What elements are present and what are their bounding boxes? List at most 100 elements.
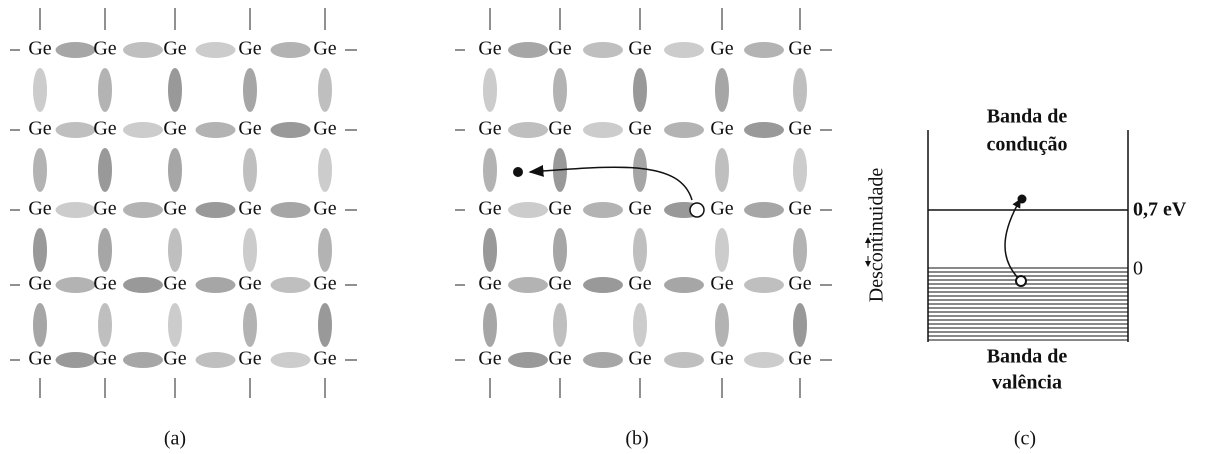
bond-pair <box>243 68 257 112</box>
atom-label: Ge <box>548 198 571 220</box>
bond-pair <box>55 42 96 58</box>
bond-pair <box>508 352 548 368</box>
atom-label: Ge <box>478 118 501 140</box>
atom-label: Ge <box>628 198 651 220</box>
atom-label: Ge <box>548 38 571 60</box>
bond-pair <box>123 277 163 293</box>
bond-pair <box>744 277 784 293</box>
bond-pair <box>583 202 623 218</box>
bond-pair <box>243 303 257 347</box>
bond-pair <box>195 352 236 368</box>
bond-pair <box>483 148 497 192</box>
atom-label: Ge <box>788 273 811 295</box>
bond-pair <box>715 303 729 347</box>
atom-label: Ge <box>478 198 501 220</box>
bond-pair <box>793 148 807 192</box>
bond-pair <box>483 303 497 347</box>
atom-label: Ge <box>788 38 811 60</box>
bond-pair <box>633 303 647 347</box>
atom-label: Ge <box>163 198 186 220</box>
electron-path <box>513 164 705 218</box>
bond-pair <box>168 303 182 347</box>
atom-label: Ge <box>238 118 261 140</box>
bond-pair <box>744 202 784 218</box>
atom-label: Ge <box>788 118 811 140</box>
bond-pair <box>508 122 548 138</box>
bond-pair <box>583 42 623 58</box>
bond-pair <box>318 148 332 192</box>
atom-label: Ge <box>238 38 261 60</box>
atom-label: Ge <box>163 273 186 295</box>
gap-energy: 0,7 eV <box>1133 199 1187 221</box>
atom-label: Ge <box>313 118 336 140</box>
bond-pair <box>55 202 96 218</box>
bond-pair <box>744 352 784 368</box>
bond-pair <box>123 352 163 368</box>
bond-pair <box>793 228 807 272</box>
bond-pair <box>744 122 784 138</box>
bond-pair <box>98 68 112 112</box>
bond-pair <box>664 42 704 58</box>
bond-pair <box>583 122 623 138</box>
atom-label: Ge <box>478 348 501 370</box>
bond-pair <box>195 202 236 218</box>
bond-pair <box>715 68 729 112</box>
bond-pair <box>715 228 729 272</box>
bond-pair <box>98 228 112 272</box>
gap-label: Descontinuidade <box>866 168 888 303</box>
bond-pair <box>318 303 332 347</box>
bond-pair <box>243 148 257 192</box>
valence-label: Banda de <box>987 346 1068 368</box>
lattice: Ge Ge Ge Ge Ge Ge Ge Ge Ge Ge Ge Ge Ge Ge Ge Ge Ge Ge Ge Ge… <box>10 8 357 398</box>
bond-pair <box>633 148 647 192</box>
atom-label: Ge <box>548 118 571 140</box>
atom-label: Ge <box>28 273 51 295</box>
atom-label: Ge <box>710 118 733 140</box>
bond-pair <box>98 303 112 347</box>
band-diagram <box>865 130 1129 342</box>
bond-pair <box>195 42 236 58</box>
atom-label: Ge <box>238 273 261 295</box>
atom-label: Ge <box>163 118 186 140</box>
atom-label: Ge <box>710 348 733 370</box>
atom-label: Ge <box>478 38 501 60</box>
atom-label: Ge <box>628 348 651 370</box>
caption: (b) <box>625 428 648 450</box>
bond-pair <box>744 42 784 58</box>
atom-label: Ge <box>628 273 651 295</box>
bond-pair <box>483 68 497 112</box>
caption: (c) <box>1014 428 1036 450</box>
atom-label: Ge <box>93 348 116 370</box>
atom-label: Ge <box>93 198 116 220</box>
conduction-label: condução <box>986 134 1067 156</box>
atom-label: Ge <box>93 38 116 60</box>
bond-pair <box>508 42 548 58</box>
atom-label: Ge <box>548 348 571 370</box>
bond-pair <box>793 303 807 347</box>
bond-pair <box>123 202 163 218</box>
bond-pair <box>243 228 257 272</box>
atom-label: Ge <box>28 38 51 60</box>
atom-label: Ge <box>93 273 116 295</box>
bond-pair <box>664 277 704 293</box>
conduction-label: Banda de <box>987 106 1068 128</box>
atom-label: Ge <box>313 348 336 370</box>
bond-pair <box>168 68 182 112</box>
bond-pair <box>583 352 623 368</box>
bond-pair <box>168 148 182 192</box>
bond-pair <box>633 68 647 112</box>
atom-label: Ge <box>313 273 336 295</box>
atom-label: Ge <box>788 348 811 370</box>
atom-label: Ge <box>28 348 51 370</box>
bond-pair <box>793 68 807 112</box>
atom-label: Ge <box>710 273 733 295</box>
bond-pair <box>270 352 311 368</box>
atom-label: Ge <box>628 38 651 60</box>
bond-pair <box>553 68 567 112</box>
bond-pair <box>55 277 96 293</box>
bond-pair <box>33 303 47 347</box>
atom-label: Ge <box>710 38 733 60</box>
atom-label: Ge <box>163 348 186 370</box>
bond-pair <box>583 277 623 293</box>
